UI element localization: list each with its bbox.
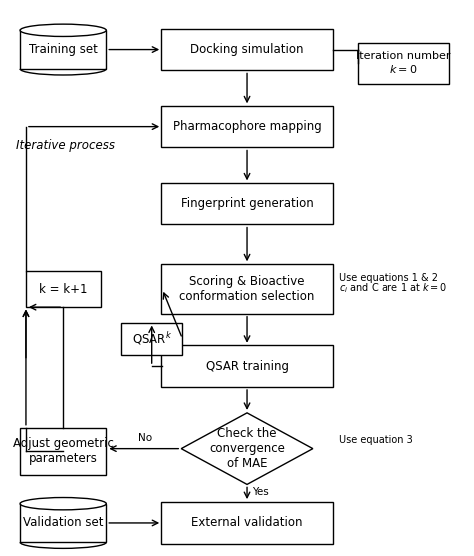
Text: Iteration number
$k = 0$: Iteration number $k = 0$: [356, 51, 451, 75]
Polygon shape: [181, 413, 313, 484]
Text: Iterative process: Iterative process: [17, 140, 115, 152]
Text: Check the
convergence
of MAE: Check the convergence of MAE: [209, 427, 285, 470]
Text: External validation: External validation: [191, 517, 303, 529]
Text: Use equations 1 & 2: Use equations 1 & 2: [339, 273, 438, 283]
Text: No: No: [138, 433, 152, 443]
Text: $c_i$ and C are 1 at $k = 0$: $c_i$ and C are 1 at $k = 0$: [339, 281, 447, 295]
Text: Training set: Training set: [29, 43, 98, 56]
Text: Yes: Yes: [252, 486, 268, 497]
Ellipse shape: [20, 24, 106, 37]
Text: Fingerprint generation: Fingerprint generation: [181, 197, 313, 210]
FancyBboxPatch shape: [20, 30, 106, 69]
FancyBboxPatch shape: [20, 504, 106, 542]
FancyBboxPatch shape: [161, 183, 333, 224]
Text: Scoring & Bioactive
conformation selection: Scoring & Bioactive conformation selecti…: [179, 275, 315, 303]
FancyBboxPatch shape: [161, 106, 333, 147]
Text: QSAR$^k$: QSAR$^k$: [132, 330, 172, 347]
FancyBboxPatch shape: [161, 29, 333, 70]
FancyBboxPatch shape: [121, 322, 182, 355]
FancyBboxPatch shape: [20, 428, 106, 475]
Ellipse shape: [20, 498, 106, 510]
Text: Validation set: Validation set: [23, 517, 103, 529]
FancyBboxPatch shape: [161, 264, 333, 314]
Text: QSAR training: QSAR training: [206, 360, 289, 373]
Text: k = k+1: k = k+1: [39, 282, 87, 295]
Text: Use equation 3: Use equation 3: [339, 435, 412, 445]
FancyBboxPatch shape: [161, 345, 333, 387]
FancyBboxPatch shape: [358, 43, 449, 84]
FancyBboxPatch shape: [26, 271, 100, 307]
Text: Docking simulation: Docking simulation: [190, 43, 304, 56]
Text: Adjust geometric
parameters: Adjust geometric parameters: [13, 438, 114, 465]
Text: Pharmacophore mapping: Pharmacophore mapping: [173, 120, 321, 133]
FancyBboxPatch shape: [161, 502, 333, 544]
